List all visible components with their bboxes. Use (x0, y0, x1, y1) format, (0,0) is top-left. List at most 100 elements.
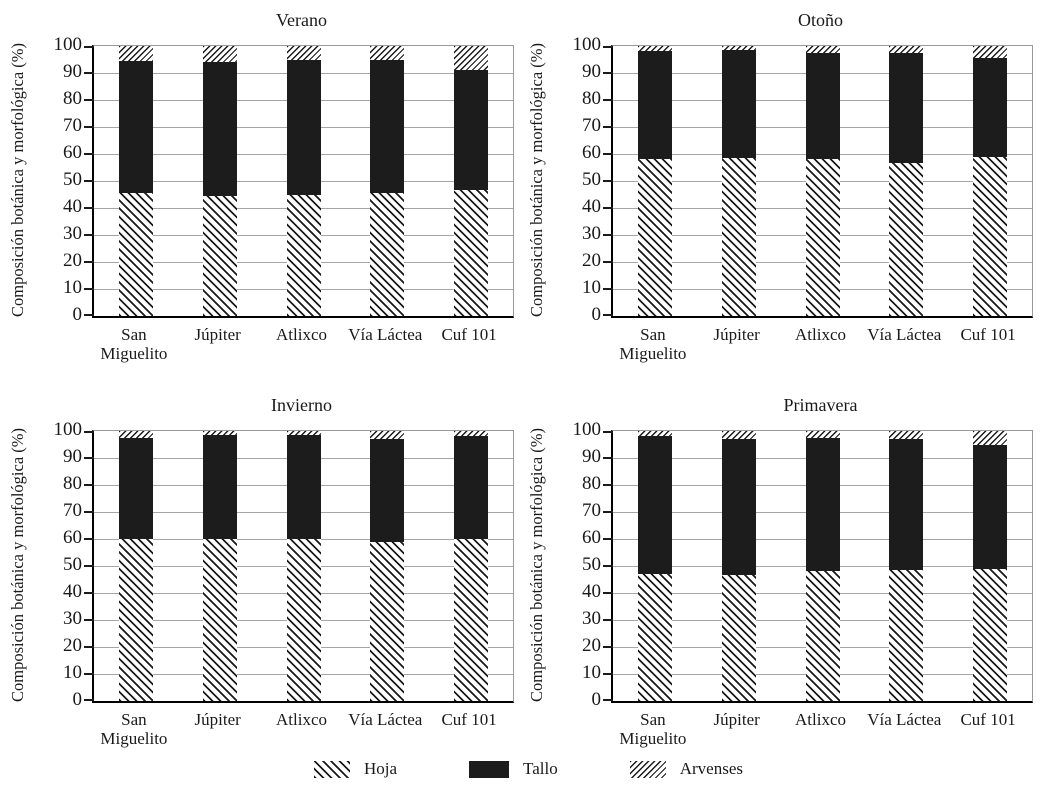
y-tick-label: 20 (63, 250, 82, 271)
y-tick (84, 153, 94, 155)
y-tick (84, 646, 94, 648)
y-tick (84, 592, 94, 594)
y-tick (603, 511, 613, 513)
y-tick (603, 673, 613, 675)
y-tick (84, 565, 94, 567)
y-tick (603, 153, 613, 155)
y-tick (84, 46, 94, 48)
bar-group-vía-láctea (889, 431, 924, 701)
bar-segment-tallo (286, 59, 321, 195)
bar-segment-tallo (973, 58, 1008, 157)
bar-group-san-miguelito (118, 46, 153, 316)
y-tick (603, 592, 613, 594)
bar-group-júpiter (721, 431, 756, 701)
bar-segment-tallo (118, 437, 153, 539)
x-category-label: Júpiter (713, 710, 760, 729)
y-tick-label: 70 (63, 500, 82, 521)
plot-area (84, 45, 514, 318)
bar-segment-hoja (721, 158, 756, 316)
bar-segment-arvenses (805, 431, 840, 438)
bar-segment-tallo (202, 435, 237, 539)
y-tick-label: 50 (582, 554, 601, 575)
y-tick-label: 10 (582, 277, 601, 298)
y-tick (603, 126, 613, 128)
y-tick (603, 619, 613, 621)
y-tick (603, 314, 613, 316)
bar-segment-hoja (118, 539, 153, 701)
y-tick (603, 484, 613, 486)
bar-segment-tallo (805, 52, 840, 160)
plot-area (603, 430, 1033, 703)
y-tick-label: 0 (591, 304, 602, 325)
bar-segment-hoja (805, 571, 840, 701)
y-tick (84, 673, 94, 675)
chart-panel-verano: Verano Composición botánica y morfológica… (0, 0, 528, 380)
bar-segment-tallo (370, 59, 405, 194)
y-tick-label: 40 (582, 196, 601, 217)
y-tick (84, 699, 94, 701)
y-tick (603, 99, 613, 101)
y-tick (84, 314, 94, 316)
bar-segment-arvenses (973, 431, 1008, 445)
bar-segment-arvenses (805, 46, 840, 53)
y-tick-label: 60 (582, 527, 601, 548)
x-category-label: San Miguelito (619, 710, 687, 749)
chart-title: Otoño (798, 10, 843, 30)
chart-legend: Hoja Tallo Arvenses (0, 754, 1057, 784)
x-category-label: Cuf 101 (441, 710, 497, 729)
y-tick (603, 261, 613, 263)
y-tick-label: 0 (72, 689, 83, 710)
y-tick-label: 100 (53, 34, 83, 55)
bar-segment-hoja (973, 568, 1008, 701)
y-tick-label: 40 (582, 581, 601, 602)
x-category-label: Vía Láctea (867, 325, 942, 344)
plot-area (84, 430, 514, 703)
y-tick (84, 180, 94, 182)
y-tick-label: 50 (63, 554, 82, 575)
bar-segment-arvenses (889, 431, 924, 440)
bar-segment-tallo (973, 444, 1008, 569)
bar-group-júpiter (202, 431, 237, 701)
bar-segment-hoja (454, 190, 489, 316)
y-tick-label: 50 (63, 169, 82, 190)
bar-segment-arvenses (454, 431, 489, 437)
y-tick-label: 80 (63, 473, 82, 494)
y-tick-label: 90 (582, 446, 601, 467)
bar-segment-arvenses (454, 46, 489, 71)
legend-swatch-tallo-solid-icon (469, 760, 510, 778)
y-tick-label: 100 (572, 34, 602, 55)
y-tick (603, 565, 613, 567)
y-tick-label: 30 (63, 608, 82, 629)
y-tick-label: 0 (72, 304, 83, 325)
bar-segment-arvenses (637, 431, 672, 437)
bar-segment-arvenses (202, 46, 237, 63)
bar-group-san-miguelito (637, 431, 672, 701)
y-tick-label: 70 (582, 500, 601, 521)
bar-group-atlixco (805, 431, 840, 701)
y-tick-label: 80 (63, 88, 82, 109)
y-tick (84, 72, 94, 74)
chart-panel-otoño: Otoño Composición botánica y morfológica … (519, 0, 1047, 380)
y-tick (603, 207, 613, 209)
bar-segment-hoja (637, 574, 672, 701)
bar-segment-arvenses (286, 431, 321, 436)
legend-item-tallo: Tallo (469, 759, 558, 779)
bar-group-vía-láctea (889, 46, 924, 316)
legend-item-hoja: Hoja (313, 759, 397, 779)
x-category-label: San Miguelito (619, 325, 687, 364)
bar-segment-tallo (370, 439, 405, 542)
bar-group-atlixco (286, 431, 321, 701)
legend-label-tallo: Tallo (523, 759, 558, 778)
x-category-label: Cuf 101 (960, 710, 1016, 729)
bar-group-atlixco (805, 46, 840, 316)
x-category-label: San Miguelito (100, 325, 168, 364)
bar-group-cuf-101 (454, 46, 489, 316)
bar-segment-hoja (370, 541, 405, 701)
bar-segment-tallo (202, 62, 237, 196)
y-tick (603, 234, 613, 236)
y-tick-label: 70 (63, 115, 82, 136)
chart-title: Primavera (783, 395, 858, 415)
bar-segment-hoja (973, 156, 1008, 316)
x-category-label: Vía Láctea (867, 710, 942, 729)
y-tick (603, 646, 613, 648)
